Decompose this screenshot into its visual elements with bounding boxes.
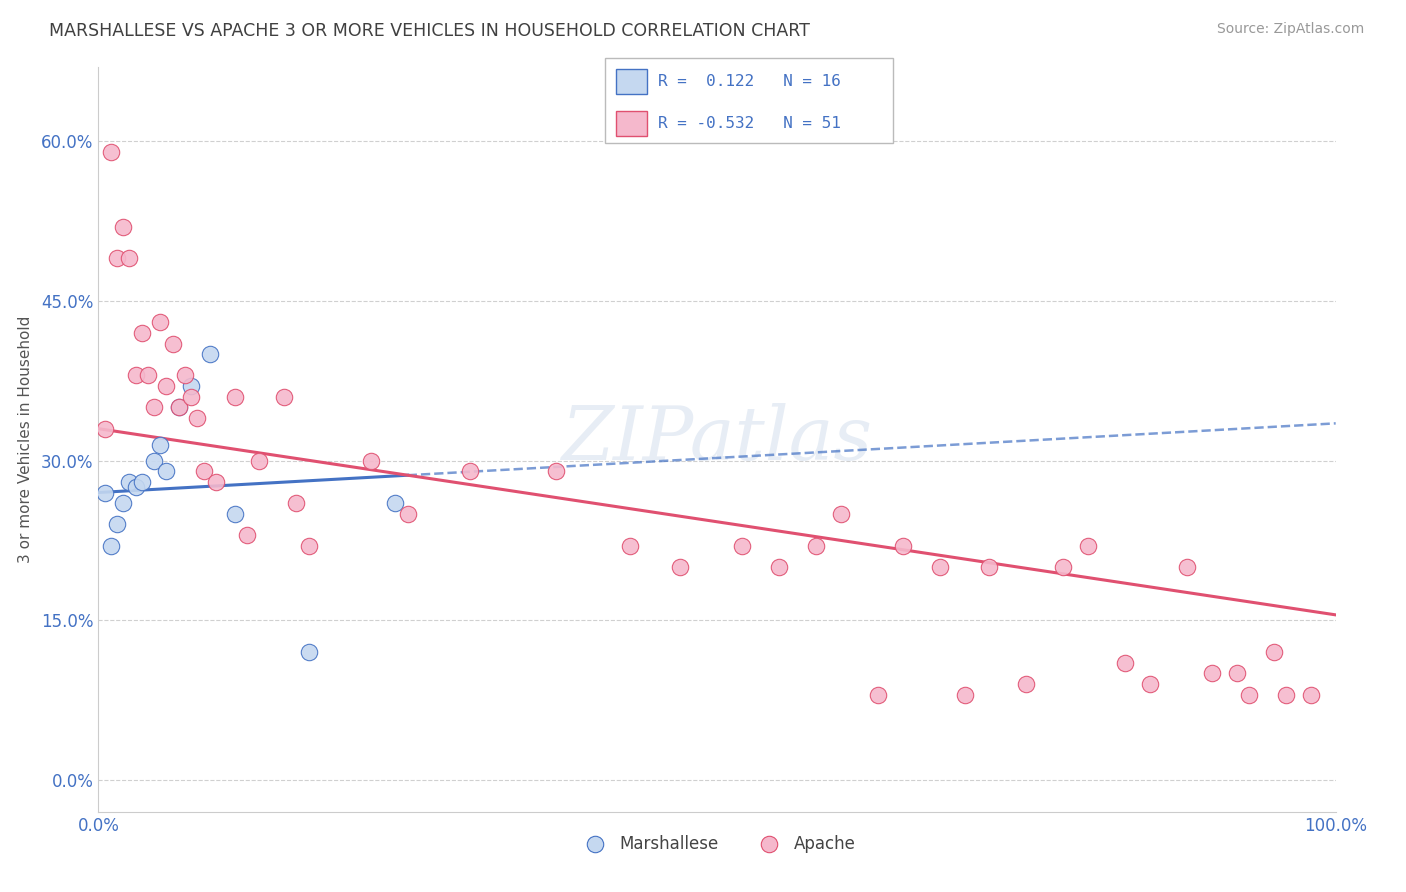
Point <box>546 464 568 478</box>
Point <box>118 475 141 489</box>
Point <box>186 411 208 425</box>
Point <box>731 539 754 553</box>
Point <box>193 464 215 478</box>
Point <box>205 475 228 489</box>
Point <box>866 688 889 702</box>
Point <box>891 539 914 553</box>
Point <box>236 528 259 542</box>
Point <box>198 347 221 361</box>
Point <box>247 453 270 467</box>
Point <box>1139 677 1161 691</box>
Point <box>93 422 115 436</box>
Point <box>953 688 976 702</box>
Point <box>124 368 146 383</box>
Point <box>1015 677 1038 691</box>
Point <box>118 252 141 266</box>
Point <box>619 539 641 553</box>
Point <box>100 145 122 159</box>
Point <box>1299 688 1322 702</box>
Point <box>136 368 159 383</box>
Point <box>224 507 246 521</box>
Point <box>396 507 419 521</box>
Point <box>979 560 1001 574</box>
Point <box>149 437 172 451</box>
Point <box>669 560 692 574</box>
Y-axis label: 3 or more Vehicles in Household: 3 or more Vehicles in Household <box>18 316 32 563</box>
Point <box>298 645 321 659</box>
Point <box>1237 688 1260 702</box>
Point <box>1263 645 1285 659</box>
Point <box>804 539 827 553</box>
Point <box>273 390 295 404</box>
Point <box>360 453 382 467</box>
Point <box>1175 560 1198 574</box>
Point <box>1077 539 1099 553</box>
Point <box>143 401 166 415</box>
Point <box>167 401 190 415</box>
Point <box>768 560 790 574</box>
Point <box>1226 666 1249 681</box>
Point <box>112 496 135 510</box>
Text: MARSHALLESE VS APACHE 3 OR MORE VEHICLES IN HOUSEHOLD CORRELATION CHART: MARSHALLESE VS APACHE 3 OR MORE VEHICLES… <box>49 22 810 40</box>
Text: R =  0.122   N = 16: R = 0.122 N = 16 <box>658 74 841 89</box>
Point <box>167 401 190 415</box>
Point <box>105 252 128 266</box>
Point <box>180 379 202 393</box>
Point <box>285 496 308 510</box>
Point <box>928 560 950 574</box>
Point <box>384 496 406 510</box>
Point <box>830 507 852 521</box>
Point <box>124 480 146 494</box>
Point <box>174 368 197 383</box>
Point <box>1275 688 1298 702</box>
Point <box>131 475 153 489</box>
Point <box>1052 560 1074 574</box>
Point <box>458 464 481 478</box>
Point <box>155 464 177 478</box>
Point <box>112 219 135 234</box>
Point <box>149 315 172 329</box>
Point <box>1201 666 1223 681</box>
Point <box>93 485 115 500</box>
Text: R = -0.532   N = 51: R = -0.532 N = 51 <box>658 116 841 131</box>
Point <box>162 336 184 351</box>
Point <box>100 539 122 553</box>
Point <box>180 390 202 404</box>
Point <box>298 539 321 553</box>
Point <box>105 517 128 532</box>
Point <box>143 453 166 467</box>
Point <box>131 326 153 340</box>
Text: Source: ZipAtlas.com: Source: ZipAtlas.com <box>1216 22 1364 37</box>
Legend: Marshallese, Apache: Marshallese, Apache <box>571 828 863 859</box>
Point <box>1114 656 1136 670</box>
Point <box>155 379 177 393</box>
Text: ZIPatlas: ZIPatlas <box>561 403 873 475</box>
Point <box>224 390 246 404</box>
